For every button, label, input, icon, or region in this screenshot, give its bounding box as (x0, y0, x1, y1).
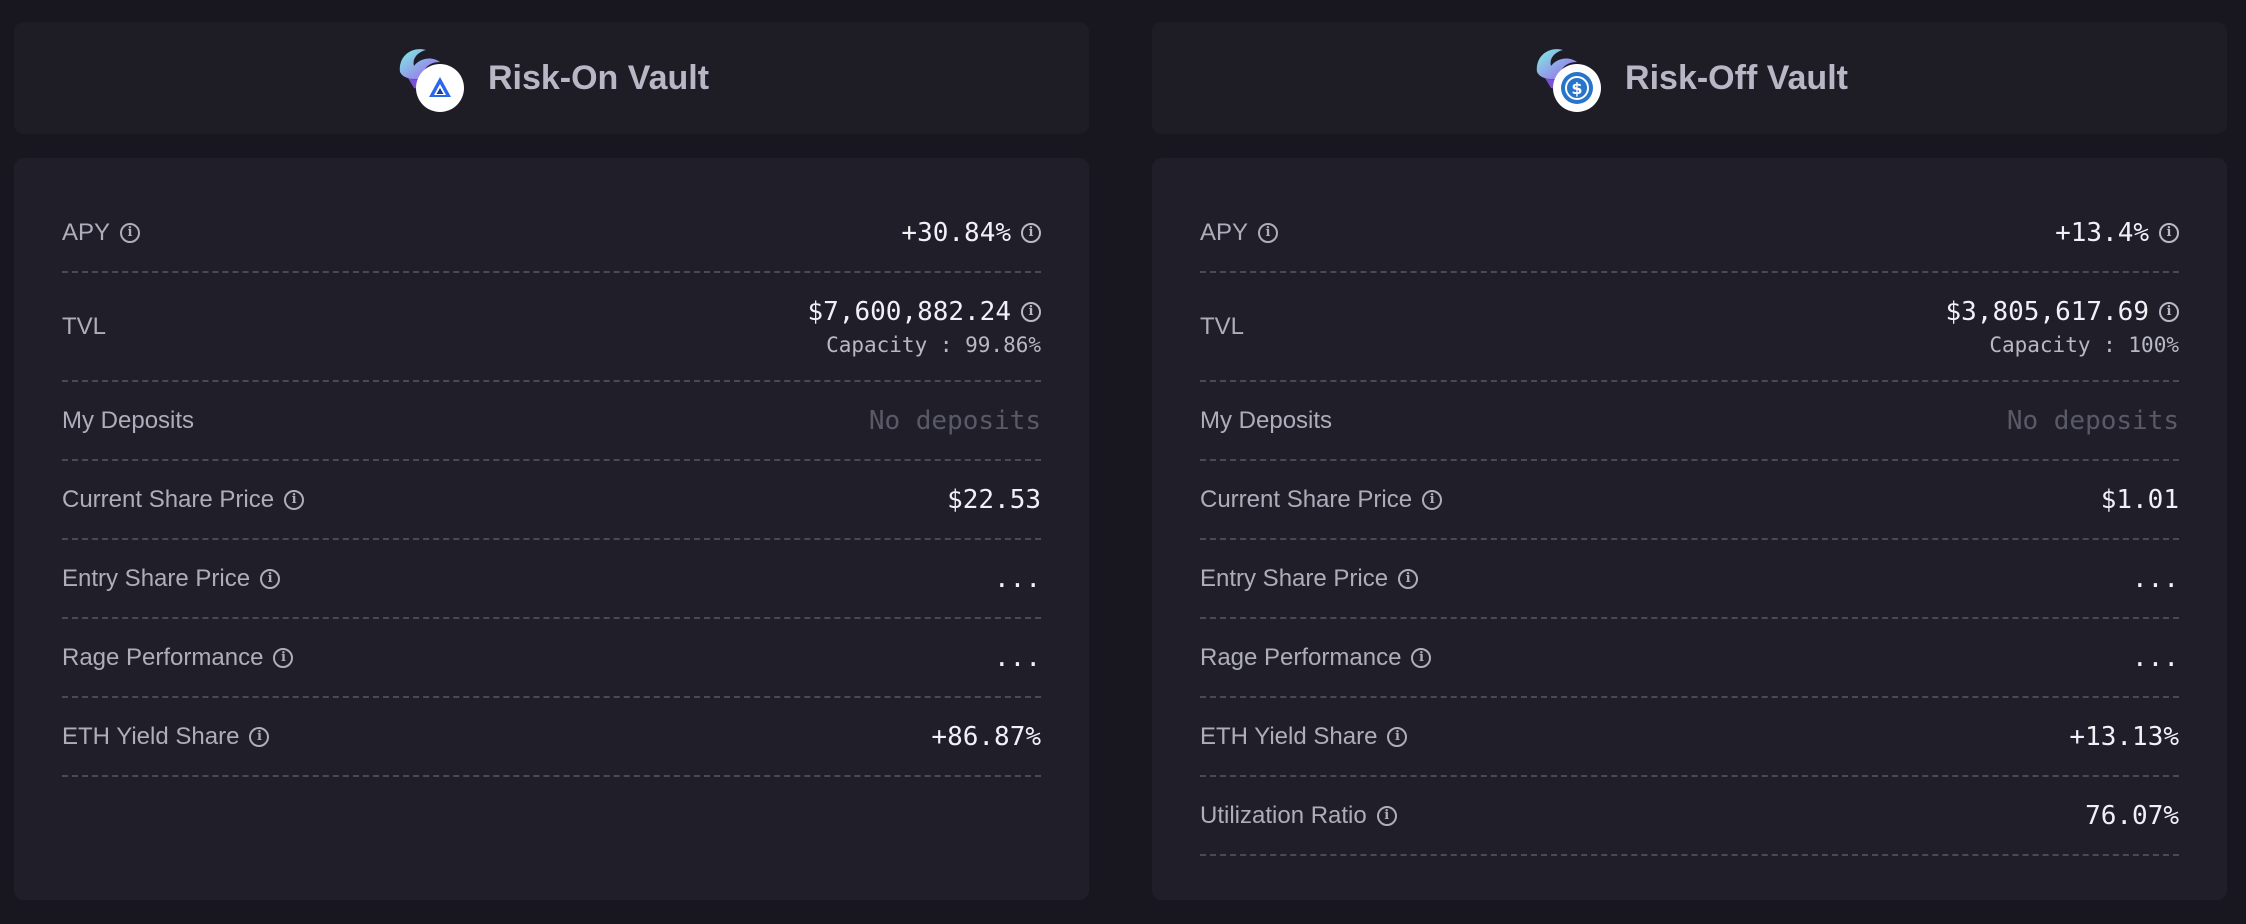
entry-share-price-value: ... (994, 563, 1041, 594)
rage-performance-row: Rage Performance i ... (1200, 619, 2179, 698)
utilization-ratio-label: Utilization Ratio (1200, 801, 1367, 829)
rage-performance-label: Rage Performance (62, 643, 264, 671)
eth-yield-share-value: +86.87% (931, 721, 1041, 752)
tvl-label: TVL (62, 312, 107, 340)
info-icon[interactable]: i (1387, 726, 1408, 747)
usdc-badge: $ (1553, 64, 1602, 112)
entry-share-price-row: Entry Share Price i ... (1200, 540, 2179, 619)
tvl-value: $7,600,882.24 (807, 296, 1012, 327)
current-share-price-label: Current Share Price (62, 485, 275, 513)
info-icon[interactable]: i (273, 647, 294, 668)
current-share-price-row: Current Share Price i $1.01 (1200, 461, 2179, 540)
rage-performance-value: ... (2132, 642, 2179, 673)
apy-value: +13.4% (2055, 217, 2149, 248)
utilization-ratio-value: 76.07% (2085, 800, 2179, 831)
vault-title: Risk-On Vault (487, 58, 710, 97)
rage-performance-row: Rage Performance i ... (62, 619, 1041, 698)
apy-row: APY i +30.84% i (62, 194, 1041, 273)
info-icon[interactable]: i (2159, 222, 2179, 243)
entry-share-price-row: Entry Share Price i ... (62, 540, 1041, 619)
info-icon[interactable]: i (284, 489, 305, 510)
tvl-capacity: Capacity : 99.86% (826, 332, 1041, 357)
usdc-icon: $ (1561, 72, 1594, 104)
utilization-ratio-row: Utilization Ratio i 76.07% (1200, 777, 2179, 856)
info-icon[interactable]: i (1376, 805, 1397, 826)
vault-logo: $ (1531, 42, 1603, 114)
vault-logo (394, 42, 466, 114)
info-icon[interactable]: i (120, 222, 141, 243)
info-icon[interactable]: i (260, 568, 281, 589)
eth-yield-share-label: ETH Yield Share (62, 722, 240, 750)
vault-stats-card: APY i +13.4% i TVL $3,805,617.69 i Capacity… (1152, 158, 2227, 900)
tvl-label: TVL (1200, 312, 1245, 340)
info-icon[interactable]: i (1021, 301, 1041, 322)
vault-stats-card: APY i +30.84% i TVL $7,600,882.24 i Capacit… (14, 158, 1089, 900)
entry-share-price-label: Entry Share Price (1200, 564, 1389, 592)
info-icon[interactable]: i (1258, 222, 1279, 243)
tvl-row: TVL $7,600,882.24 i Capacity : 99.86% (62, 273, 1041, 382)
my-deposits-label: My Deposits (1200, 406, 1333, 434)
info-icon[interactable]: i (1398, 568, 1419, 589)
svg-text:$: $ (1571, 79, 1582, 98)
rage-performance-label: Rage Performance (1200, 643, 1402, 671)
current-share-price-row: Current Share Price i $22.53 (62, 461, 1041, 540)
info-icon[interactable]: i (2159, 301, 2179, 322)
entry-share-price-value: ... (2132, 563, 2179, 594)
info-icon[interactable]: i (1021, 222, 1041, 243)
apy-row: APY i +13.4% i (1200, 194, 2179, 273)
info-icon[interactable]: i (1422, 489, 1443, 510)
entry-share-price-label: Entry Share Price (62, 564, 251, 592)
vault-header: Risk-On Vault (14, 22, 1089, 134)
tvl-row: TVL $3,805,617.69 i Capacity : 100% (1200, 273, 2179, 382)
apy-label: APY (1200, 218, 1249, 246)
eth-yield-share-row: ETH Yield Share i +86.87% (62, 698, 1041, 777)
apy-label: APY (62, 218, 111, 246)
arbitrum-badge (415, 64, 464, 112)
info-icon[interactable]: i (249, 726, 270, 747)
arbitrum-icon (423, 72, 456, 104)
eth-yield-share-row: ETH Yield Share i +13.13% (1200, 698, 2179, 777)
my-deposits-value: No deposits (2006, 405, 2179, 436)
vault-title: Risk-Off Vault (1625, 58, 1848, 97)
my-deposits-row: My Deposits No deposits (1200, 382, 2179, 461)
tvl-capacity: Capacity : 100% (1989, 332, 2179, 357)
current-share-price-value: $22.53 (947, 484, 1041, 515)
eth-yield-share-value: +13.13% (2069, 721, 2179, 752)
my-deposits-value: No deposits (868, 405, 1041, 436)
tvl-value: $3,805,617.69 (1945, 296, 2150, 327)
info-icon[interactable]: i (1411, 647, 1432, 668)
vault-header: $ Risk-Off Vault (1152, 22, 2227, 134)
current-share-price-value: $1.01 (2100, 484, 2179, 515)
my-deposits-label: My Deposits (62, 406, 195, 434)
current-share-price-label: Current Share Price (1200, 485, 1413, 513)
my-deposits-row: My Deposits No deposits (62, 382, 1041, 461)
eth-yield-share-label: ETH Yield Share (1200, 722, 1378, 750)
apy-value: +30.84% (901, 217, 1011, 248)
rage-performance-value: ... (994, 642, 1041, 673)
